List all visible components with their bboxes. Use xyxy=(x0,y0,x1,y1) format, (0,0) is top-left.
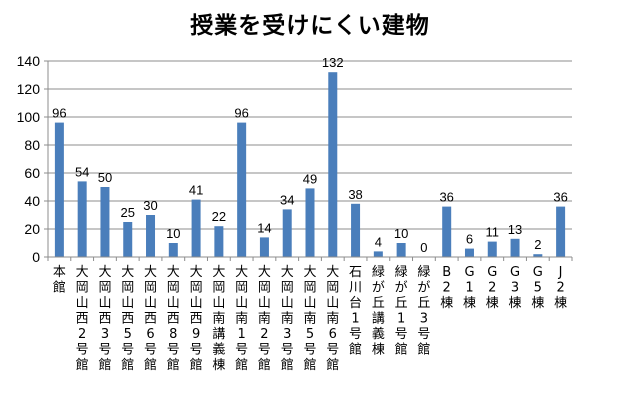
y-tick-label: 0 xyxy=(32,249,40,265)
y-tick-label: 60 xyxy=(24,165,40,181)
data-label: 132 xyxy=(322,55,344,70)
x-tick-label: 緑が丘 1 号館 xyxy=(395,265,408,358)
bar xyxy=(100,187,110,257)
x-tick-label: 本館 xyxy=(53,265,66,296)
data-label: 10 xyxy=(166,226,180,241)
y-tick-label: 100 xyxy=(17,109,41,125)
x-tick-label: 大岡山西 9 号館 xyxy=(190,265,203,373)
bar xyxy=(282,209,292,257)
data-label: 13 xyxy=(508,222,522,237)
bar xyxy=(77,181,87,257)
bar xyxy=(464,248,474,257)
x-tick-label: 大岡山西 8 号館 xyxy=(167,265,180,373)
data-label: 36 xyxy=(553,190,567,205)
data-label: 4 xyxy=(375,234,382,249)
bar xyxy=(54,122,64,257)
y-tick-label: 20 xyxy=(24,221,40,237)
bar xyxy=(510,238,520,257)
x-tick-label: 大岡山南 6 号館 xyxy=(326,265,339,373)
x-tick-label: 石川台 1 号館 xyxy=(349,265,362,358)
data-label: 54 xyxy=(75,164,89,179)
bar xyxy=(168,243,178,257)
bar xyxy=(487,241,497,257)
bar xyxy=(123,222,133,257)
data-label: 38 xyxy=(348,187,362,202)
data-label: 25 xyxy=(121,205,135,220)
bar xyxy=(351,203,361,257)
data-label: 2 xyxy=(534,237,541,252)
bar xyxy=(259,237,269,257)
x-tick-label: 大岡山西 2 号館 xyxy=(76,265,89,373)
data-label: 41 xyxy=(189,183,203,198)
bars xyxy=(54,72,566,257)
x-tick-label: 大岡山南 2 号館 xyxy=(258,265,271,373)
y-tick-label: 140 xyxy=(17,53,41,69)
chart-title: 授業を受けにくい建物 xyxy=(190,13,430,39)
data-label: 14 xyxy=(257,220,271,235)
data-label: 49 xyxy=(303,171,317,186)
data-label: 22 xyxy=(212,209,226,224)
bar xyxy=(328,72,338,257)
bar xyxy=(556,206,566,257)
x-tick-label: 大岡山西 5 号館 xyxy=(121,265,134,373)
data-label: 96 xyxy=(52,106,66,121)
data-label: 30 xyxy=(143,198,157,213)
y-tick-label: 80 xyxy=(24,137,40,153)
bar xyxy=(146,215,156,257)
y-tick-label: 40 xyxy=(24,193,40,209)
data-label: 34 xyxy=(280,192,294,207)
x-tick-label: 緑が丘 3 号館 xyxy=(417,265,430,358)
data-label: 50 xyxy=(98,170,112,185)
y-axis: 0 20 40 60 80 100 120 140 xyxy=(17,53,49,265)
bar xyxy=(237,122,247,257)
data-label: 0 xyxy=(420,240,427,255)
y-tick-label: 120 xyxy=(17,81,41,97)
bar xyxy=(191,199,201,257)
x-tick-label: 大岡山西 3 号館 xyxy=(98,265,111,373)
data-label: 36 xyxy=(439,190,453,205)
data-label: 11 xyxy=(486,225,500,240)
data-label: 6 xyxy=(466,232,473,247)
x-tick-label: 大岡山南 1 号館 xyxy=(235,265,248,373)
bar xyxy=(373,251,383,257)
x-tick-label: 大岡山南講義棟 xyxy=(212,265,225,373)
bar xyxy=(533,254,543,257)
bar xyxy=(396,243,406,257)
bar xyxy=(305,188,315,257)
bar xyxy=(214,226,224,257)
data-label: 96 xyxy=(234,106,248,121)
x-tick-label: 大岡山南 5 号館 xyxy=(303,265,316,373)
x-tick-label: 緑が丘講義棟 xyxy=(372,265,385,358)
data-label: 10 xyxy=(394,226,408,241)
x-tick-label: 大岡山南 3 号館 xyxy=(281,265,294,373)
x-tick-label: 大岡山西 6 号館 xyxy=(144,265,157,373)
bar xyxy=(442,206,452,257)
